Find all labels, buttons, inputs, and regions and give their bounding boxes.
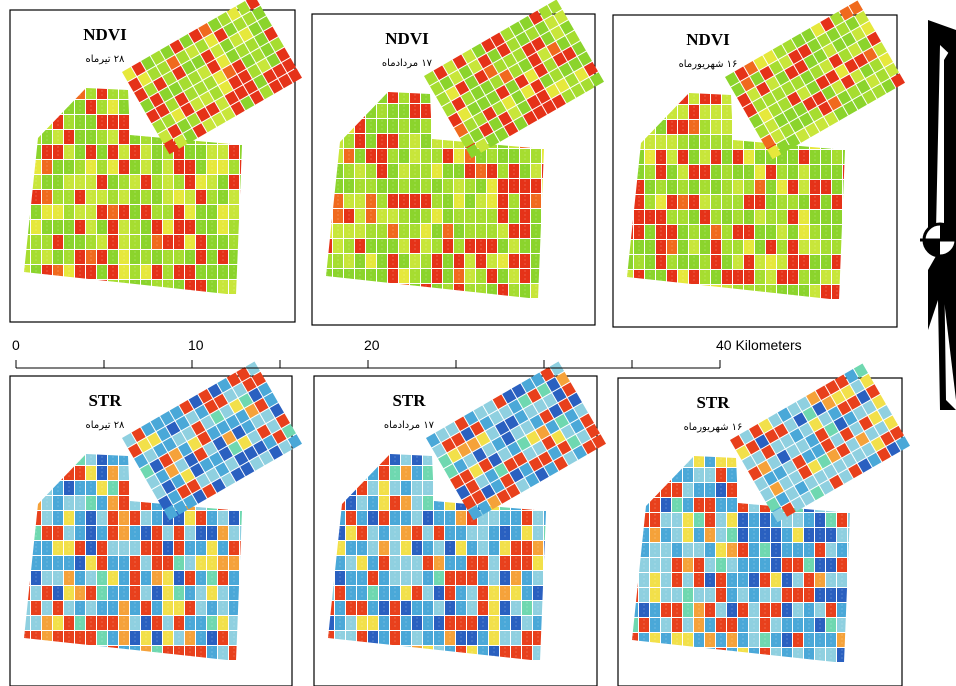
scale-bar: 0 10 20 40 Kilometers [12,337,802,368]
figure: NDVI ۲۸ تیرماه NDVI ۱۷ مردادماه NDVI ۱۶ شهریو… [0,0,956,686]
panel-date: ۲۸ تیرماه [86,54,126,65]
panel-title: NDVI [686,30,730,49]
arrow-side [944,40,956,400]
scale-label: 0 [12,337,20,353]
panel-title: NDVI [385,29,429,48]
panel-title: STR [392,391,426,410]
panel-title: NDVI [83,25,127,44]
panel-date: ۱۷ مردادماه [384,420,435,431]
map-panel: STR ۱۷ مردادماه [314,362,606,686]
scale-label: 20 [364,337,380,353]
panel-date: ۱۷ مردادماه [382,58,433,69]
panel-date: ۲۸ تیرماه [86,420,126,431]
north-arrow [920,20,956,410]
scale-label: 10 [188,337,204,353]
panel-title: STR [696,393,730,412]
panel-title: STR [88,391,122,410]
map-panel: NDVI ۲۸ تیرماه [10,0,302,322]
scale-unit: Kilometers [735,337,801,353]
panel-date: ۱۶ شهریورماه [679,59,738,70]
map-panel: NDVI ۱۶ شهریورماه [613,1,905,328]
panel-date: ۱۶ شهریورماه [684,422,743,433]
scale-number: 20 [364,337,380,353]
scale-number: 0 [12,337,20,353]
map-panel: STR ۲۸ تیرماه [10,362,302,686]
scale-label: 40 Kilometers [716,337,802,353]
map-panel: STR ۱۶ شهریورماه [618,364,910,686]
scale-number: 40 [716,337,732,353]
map-panel: NDVI ۱۷ مردادماه [312,0,604,325]
scale-number: 10 [188,337,204,353]
